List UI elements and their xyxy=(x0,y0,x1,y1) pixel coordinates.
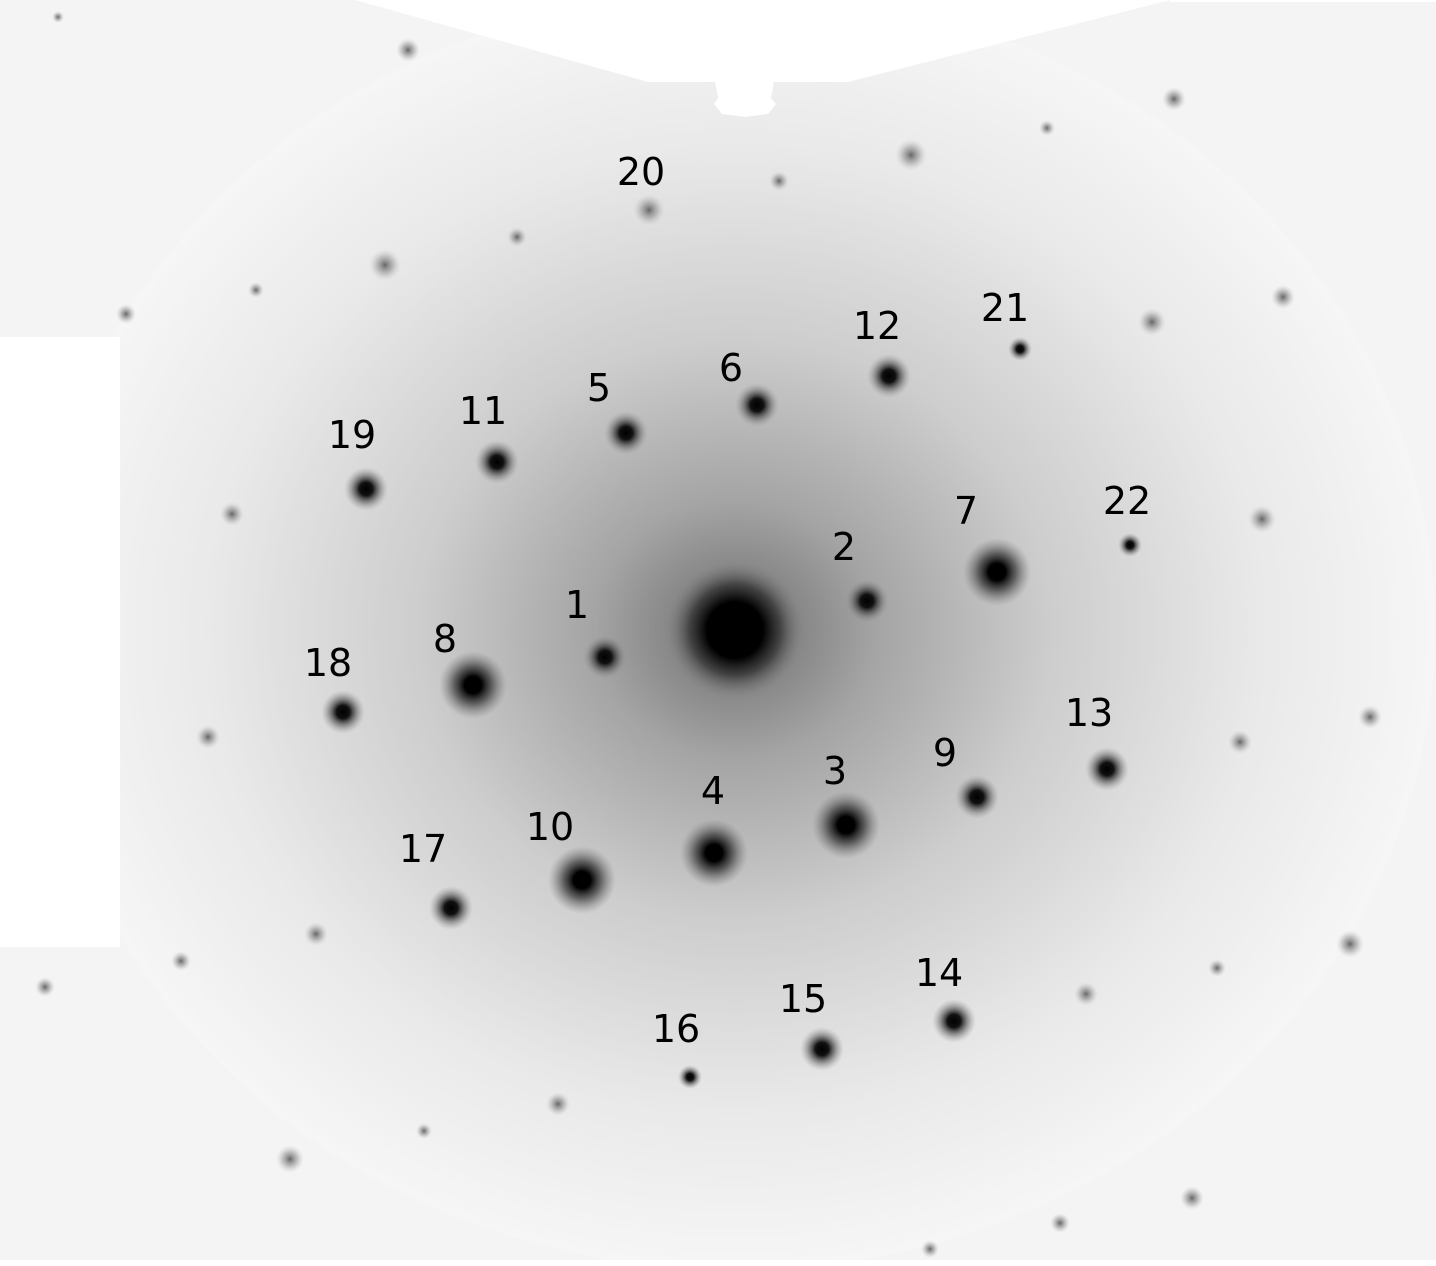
central-beam xyxy=(665,560,805,700)
faint-spot xyxy=(1039,120,1055,136)
diffraction-spots xyxy=(35,11,1382,1258)
faint-spot xyxy=(1162,87,1186,111)
diffraction-spot xyxy=(812,791,880,859)
faint-spot xyxy=(1050,1213,1070,1233)
spot-label: 4 xyxy=(701,769,725,813)
spot-label: 1 xyxy=(565,583,589,627)
spot-label: 20 xyxy=(617,150,665,194)
diffraction-spot xyxy=(429,886,473,930)
spot-label: 19 xyxy=(328,413,376,457)
diffraction-spot xyxy=(963,538,1031,606)
spot-label: 13 xyxy=(1065,691,1113,735)
faint-spot xyxy=(921,1240,939,1258)
faint-spot xyxy=(1248,505,1276,533)
spot-label: 3 xyxy=(823,749,847,793)
faint-spot xyxy=(1228,730,1252,754)
diffraction-spot xyxy=(1085,747,1129,791)
faint-spot xyxy=(304,922,328,946)
faint-spot xyxy=(52,11,64,23)
faint-spot xyxy=(1271,285,1295,309)
spot-label: 11 xyxy=(459,389,507,433)
diffraction-spot xyxy=(845,579,889,623)
faint-spot xyxy=(248,282,264,298)
diffraction-spot xyxy=(1008,337,1032,361)
spot-label: 18 xyxy=(304,641,352,685)
spot-label: 9 xyxy=(933,731,957,775)
diffraction-spot xyxy=(680,819,748,887)
spot-label: 22 xyxy=(1103,479,1151,523)
spot-label: 5 xyxy=(587,366,611,410)
spot-label: 8 xyxy=(433,617,457,661)
diffraction-spot xyxy=(321,690,365,734)
faint-spot xyxy=(35,977,55,997)
left-mask xyxy=(0,337,120,947)
faint-spot xyxy=(1074,982,1098,1006)
diffraction-spot xyxy=(475,440,519,484)
bottom-mask xyxy=(0,1260,1436,1266)
spot-label: 14 xyxy=(915,951,963,995)
spot-label: 12 xyxy=(853,304,901,348)
spot-label: 17 xyxy=(399,827,447,871)
top-mask xyxy=(0,0,1170,117)
spot-label: 6 xyxy=(719,346,743,390)
spot-label: 15 xyxy=(779,977,827,1021)
diffraction-spot xyxy=(604,411,648,455)
diffraction-spot xyxy=(548,846,616,914)
spot-label: 21 xyxy=(981,286,1029,330)
diffraction-spot xyxy=(867,354,911,398)
spot-label: 7 xyxy=(954,489,978,533)
faint-spot xyxy=(396,38,420,62)
faint-spot xyxy=(1180,1186,1204,1210)
faint-spot xyxy=(895,139,927,171)
spot-label: 10 xyxy=(526,805,574,849)
faint-spot xyxy=(1358,705,1382,729)
diffraction-spot xyxy=(800,1027,844,1071)
faint-spot xyxy=(1336,930,1364,958)
faint-spot xyxy=(276,1145,304,1173)
faint-spot xyxy=(369,249,401,281)
spot-label: 2 xyxy=(832,525,856,569)
faint-spot xyxy=(546,1092,570,1116)
faint-spot xyxy=(1138,308,1166,336)
diffraction-spot xyxy=(439,651,507,719)
faint-spot xyxy=(116,304,136,324)
diffraction-spot xyxy=(1118,533,1142,557)
faint-spot xyxy=(171,951,191,971)
diffraction-spot xyxy=(735,383,779,427)
faint-spot xyxy=(416,1123,432,1139)
spot-label: 16 xyxy=(652,1007,700,1051)
diffraction-spot xyxy=(932,999,976,1043)
faint-spot xyxy=(1208,959,1226,977)
diffraction-spot xyxy=(678,1065,702,1089)
diffraction-spot xyxy=(583,635,627,679)
faint-spot xyxy=(196,725,220,749)
diffraction-spot xyxy=(344,467,388,511)
faint-spot xyxy=(220,502,244,526)
top-right-mask xyxy=(1170,0,1436,2)
diffraction-spot xyxy=(633,194,665,226)
diffraction-spot xyxy=(955,775,999,819)
faint-spot xyxy=(769,171,789,191)
faint-spot xyxy=(507,227,527,247)
